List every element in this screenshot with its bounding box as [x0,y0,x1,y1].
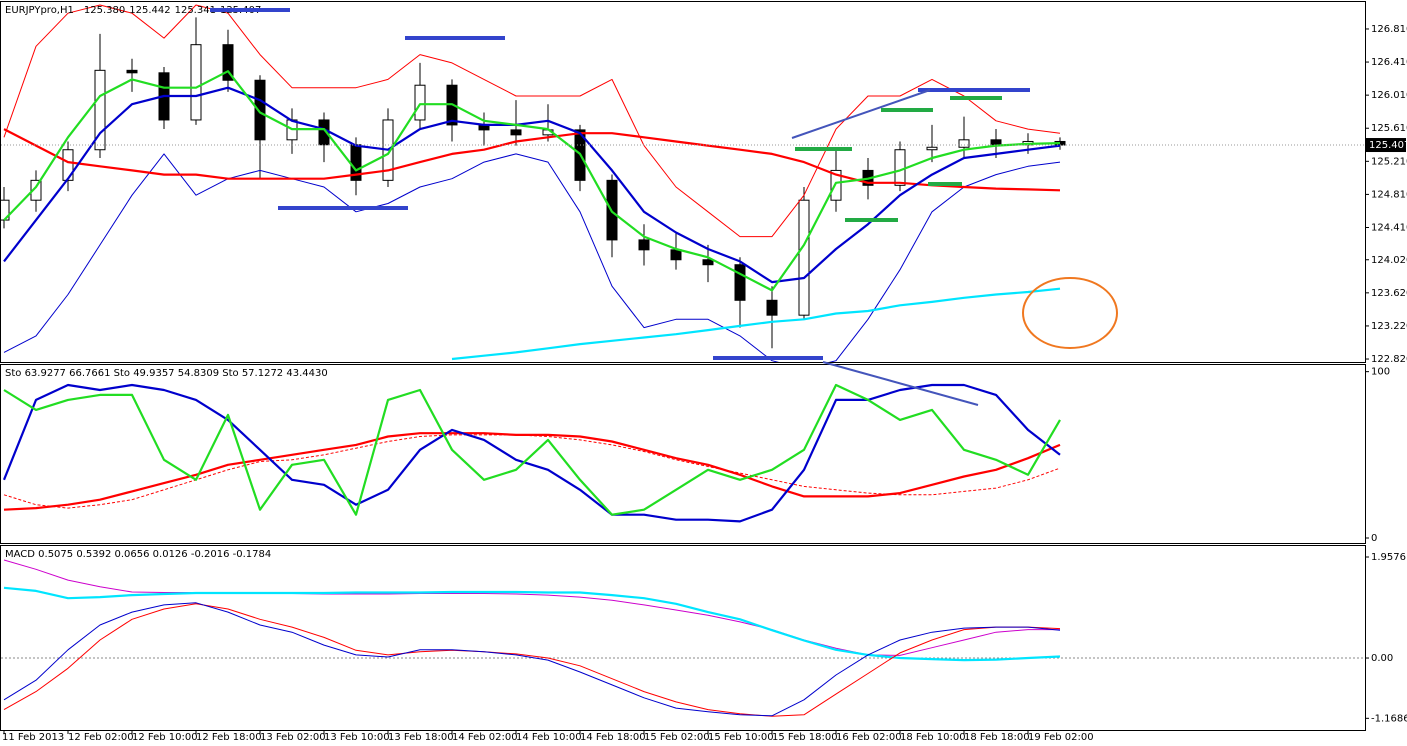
candle-body [990,139,1002,146]
x-tick-label: 12 Feb 18:00 [196,732,262,743]
y-tick-label: 124.020 [1371,255,1407,266]
pane-title: Sto 63.9277 66.7661 Sto 49.9357 54.8309 … [5,368,328,379]
candle-body [830,169,842,201]
y-tick-label: 125.210 [1371,156,1407,167]
trend-line [791,89,931,139]
candle-body [894,149,906,186]
y-tick-label: 100 [1371,367,1390,378]
candle-body [510,129,522,136]
last-price-label: 125.407 [1369,140,1407,151]
candle-body [734,264,746,301]
pane-title: MACD 0.5075 0.5392 0.0656 0.0126 -0.2016… [5,549,271,560]
y-tick-label: 126.810 [1371,24,1407,35]
pane-title: EURJPYpro,H1 [5,5,74,16]
x-tick-label: 13 Feb 02:00 [260,732,326,743]
candle-body [62,149,74,181]
indicator-line [3,128,1061,192]
drawn-objects [210,8,1118,406]
pane-plot [1,4,1365,362]
x-tick-label: 15 Feb 10:00 [708,732,774,743]
pane-frame [0,364,1366,544]
candle-body [638,239,650,251]
y-tick-label: 122.820 [1371,354,1407,365]
x-tick-label: 18 Feb 18:00 [964,732,1030,743]
y-tick-label: 126.010 [1371,90,1407,101]
candle-body [414,84,426,121]
candle-body [222,44,234,81]
x-tick-label: 13 Feb 18:00 [388,732,454,743]
candle-body [926,146,938,151]
x-tick-label: 14 Feb 10:00 [516,732,582,743]
x-tick-label: 16 Feb 02:00 [836,732,902,743]
y-tick-label: 124.410 [1371,222,1407,233]
candle-body [766,299,778,316]
indicator-line [3,86,1061,284]
y-tick-label: 123.620 [1371,288,1407,299]
x-tick-label: 19 Feb 02:00 [1028,732,1094,743]
y-tick-label: 125.610 [1371,123,1407,134]
candle-body [958,139,970,148]
x-tick-label: 18 Feb 10:00 [900,732,966,743]
highlight-ellipse [1022,277,1118,349]
ohlc-value: 125.380 [84,5,125,16]
y-tick-label: 123.220 [1371,321,1407,332]
indicator-line [3,383,1061,516]
x-tick-label: 15 Feb 02:00 [644,732,710,743]
pane-plot [2,383,1061,523]
y-tick-label: -1.1686 [1371,713,1407,724]
pane-frame [0,545,1366,731]
indicator-line [3,603,1061,717]
y-tick-label: 0 [1371,533,1377,544]
trend-line [822,361,979,406]
indicator-line [3,586,1061,662]
x-tick-label: 14 Feb 02:00 [452,732,518,743]
candle-body [30,179,42,201]
candle-body [798,199,810,316]
candle-body [94,69,106,151]
x-tick-label: 12 Feb 02:00 [68,732,134,743]
ohlc-value: 125.341 [175,5,216,16]
pane-plot [1,559,1365,717]
x-tick-label: 11 Feb 2013 [2,732,64,743]
candle-body [190,44,202,121]
indicator-line [2,383,1061,523]
candle-body [254,79,266,141]
indicator-line [3,432,1061,511]
x-tick-label: 13 Feb 10:00 [324,732,390,743]
candle-body [702,259,714,266]
x-tick-label: 15 Feb 18:00 [772,732,838,743]
indicator-line [3,4,1061,238]
indicator-line [3,602,1061,717]
candle-body [126,69,138,74]
pane-frame [0,1,1366,363]
y-tick-label: 0.00 [1371,653,1393,664]
indicator-line [3,70,1061,292]
y-tick-label: 124.810 [1371,189,1407,200]
ohlc-value: 125.442 [129,5,170,16]
indicator-line [451,287,1061,361]
x-tick-label: 14 Feb 18:00 [580,732,646,743]
candle-body [670,249,682,261]
y-tick-label: 126.410 [1371,57,1407,68]
last-price-box [1366,138,1406,153]
y-tick-label: 1.9576 [1371,552,1406,563]
x-tick-label: 12 Feb 10:00 [132,732,198,743]
